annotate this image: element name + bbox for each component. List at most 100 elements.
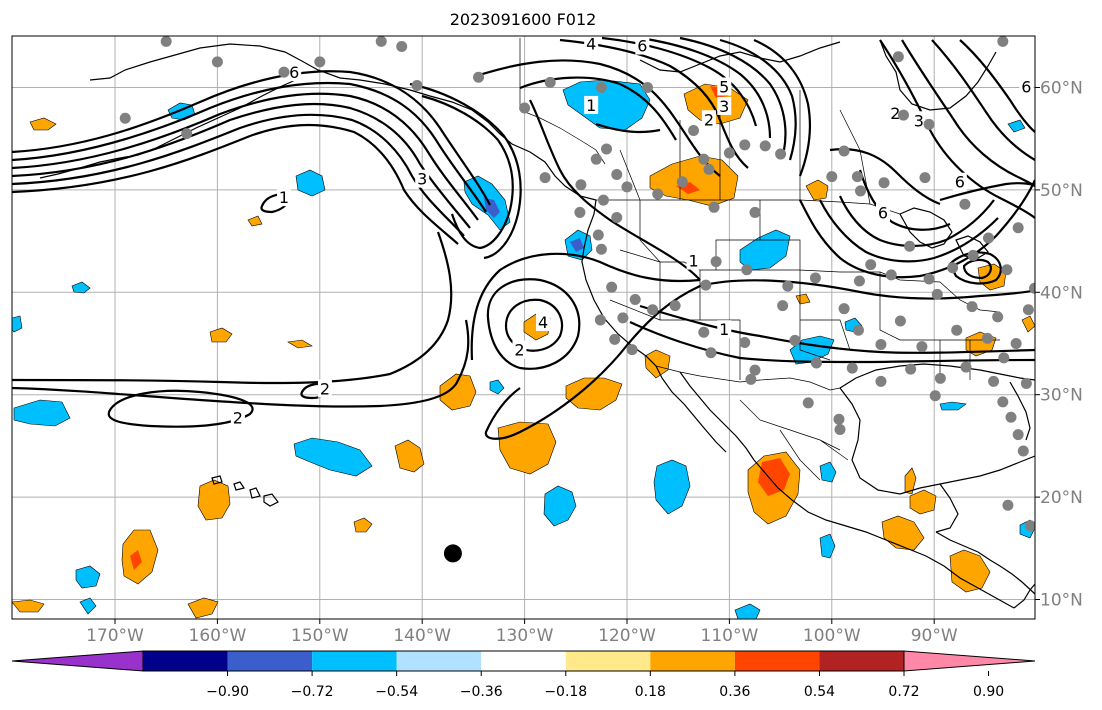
station-dot xyxy=(629,293,641,305)
lon-tick-label: 100°W xyxy=(803,626,861,646)
station-dot xyxy=(809,272,821,284)
contour-line xyxy=(484,279,1035,440)
hudson-bay xyxy=(879,39,997,111)
station-dot xyxy=(789,334,801,346)
negative-area xyxy=(295,169,326,197)
alaska-coast xyxy=(89,43,597,201)
station-dot xyxy=(875,375,887,387)
contour-line xyxy=(486,278,581,370)
contour-line xyxy=(409,82,522,260)
station-dot xyxy=(947,262,959,274)
colorbar-box xyxy=(819,651,904,671)
colorbar-box xyxy=(734,651,820,671)
station-dot xyxy=(741,264,753,276)
station-dot xyxy=(601,143,613,155)
central-america xyxy=(1013,583,1035,609)
contour-label: 3 xyxy=(914,111,924,130)
station-dot xyxy=(705,347,717,359)
station-dot xyxy=(833,413,845,425)
contour-line xyxy=(931,39,1035,161)
florida xyxy=(1009,381,1031,441)
contour-label: 6 xyxy=(637,37,647,56)
contour-label-bg xyxy=(536,313,551,332)
station-dot xyxy=(1002,499,1014,511)
lat-tick-label: 40°N xyxy=(1040,283,1083,303)
station-dot xyxy=(894,315,906,327)
positive-area xyxy=(1021,315,1035,333)
station-dot xyxy=(597,194,609,206)
station-dot xyxy=(1022,304,1034,316)
baja-east-and-gulf xyxy=(679,371,755,461)
negative-area xyxy=(1007,119,1026,133)
station-dot xyxy=(1005,411,1017,423)
map-frame xyxy=(11,35,1036,620)
positive-area xyxy=(795,293,811,305)
contour-line xyxy=(12,231,453,385)
station-dot xyxy=(698,326,710,338)
station-dot xyxy=(923,273,935,285)
contour-label-bg xyxy=(717,77,732,96)
station-dot xyxy=(951,324,963,336)
contour-label-bg xyxy=(952,172,967,191)
contour-label-bg xyxy=(686,251,701,270)
station-dot xyxy=(851,171,863,183)
station-dot xyxy=(708,201,720,213)
colorbar-tick-label: 0.90 xyxy=(973,684,1004,700)
station-dot xyxy=(698,153,710,165)
station-dot xyxy=(652,188,664,200)
station-dot xyxy=(160,36,172,47)
station-dot xyxy=(626,344,638,356)
station-dot xyxy=(934,372,946,384)
contour-line xyxy=(679,36,787,151)
colorbar-tick-label: −0.18 xyxy=(544,684,587,700)
contour-line xyxy=(12,319,470,408)
positive-area xyxy=(683,83,749,125)
station-dot xyxy=(181,128,193,140)
colorbar-box xyxy=(481,651,566,671)
contour-label: 6 xyxy=(289,63,299,82)
contour-label-bg xyxy=(584,95,599,114)
colorbar-extend-max xyxy=(903,650,1036,672)
station-dot xyxy=(834,424,846,436)
us-mexico-border xyxy=(655,365,841,391)
positive-area xyxy=(949,549,991,593)
station-dot xyxy=(885,269,897,281)
positive-core xyxy=(130,550,142,570)
station-dot xyxy=(838,303,850,315)
station-dot xyxy=(375,36,387,47)
contour-label-bg xyxy=(717,96,732,115)
positive-area xyxy=(287,339,313,349)
contour-line xyxy=(475,59,721,177)
yucatan xyxy=(935,483,959,533)
lat-tick-label: 50°N xyxy=(1040,181,1083,201)
station-dot xyxy=(967,249,979,261)
station-dot xyxy=(865,259,877,271)
lon-tick-label: 170°W xyxy=(86,626,144,646)
lat-tick-label: 10°N xyxy=(1040,591,1083,611)
station-dot xyxy=(826,171,838,183)
station-dot xyxy=(1024,520,1035,532)
station-dot xyxy=(931,288,943,300)
station-dot xyxy=(594,314,606,326)
station-dot xyxy=(892,51,904,63)
colorbar-tick-label: 0.18 xyxy=(635,684,666,700)
negative-area xyxy=(734,603,761,619)
negative-area xyxy=(75,565,101,589)
contour-label: 6 xyxy=(955,173,965,192)
contour-label: 1 xyxy=(719,320,729,339)
station-dot xyxy=(611,169,623,181)
station-dot xyxy=(539,172,551,184)
negative-area xyxy=(562,79,651,131)
station-dot xyxy=(749,364,761,376)
colorbar-tick-label: 0.54 xyxy=(804,684,835,700)
contour-label: 2 xyxy=(320,380,330,399)
coastlines-and-borders xyxy=(39,39,1035,609)
longitude-ticks: 170°W 160°W 150°W 140°W 130°W 120°W 110°W 100°W… xyxy=(86,619,958,646)
contour-label-bg xyxy=(635,36,650,55)
contour-line xyxy=(601,36,758,127)
contour-label-bg xyxy=(415,169,430,188)
hawaii-islands xyxy=(211,475,279,507)
contour-label: 4 xyxy=(538,313,548,332)
positive-core xyxy=(758,458,790,496)
contour-line xyxy=(559,38,749,169)
